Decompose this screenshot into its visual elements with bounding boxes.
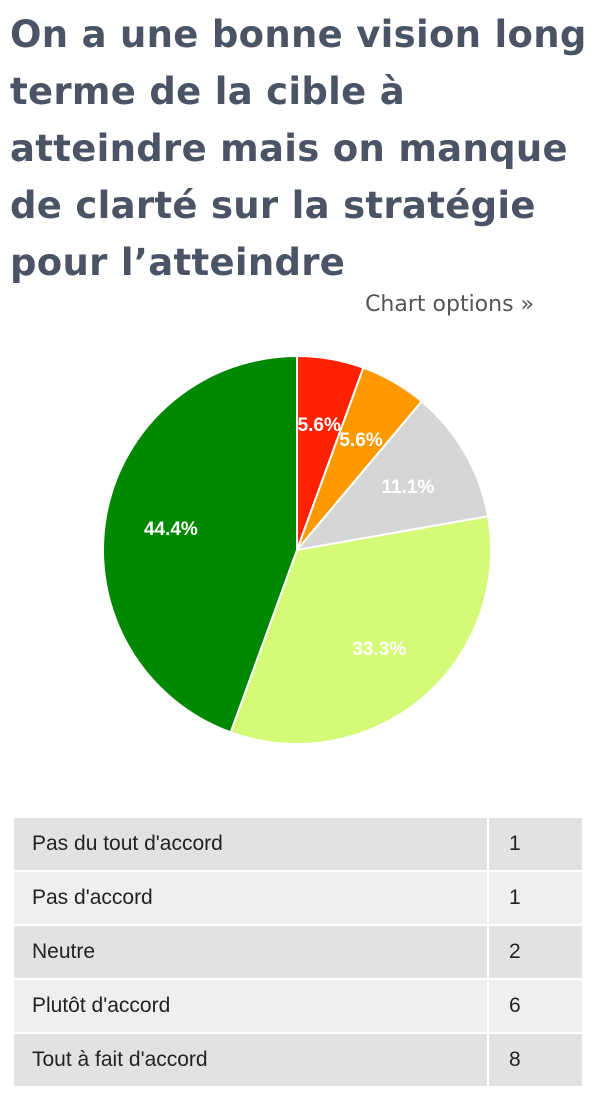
pie-slice	[229, 515, 492, 745]
slice-percent-label: 11.1%	[381, 477, 434, 498]
row-label: Pas du tout d'accord	[12, 816, 489, 872]
row-count: 1	[487, 816, 584, 872]
row-count: 8	[487, 1032, 584, 1088]
row-label: Plutôt d'accord	[12, 978, 489, 1034]
row-label: Tout à fait d'accord	[12, 1032, 489, 1088]
row-label: Neutre	[12, 924, 489, 980]
table-row: Neutre 2	[12, 924, 584, 980]
slice-percent-label: 5.6%	[298, 415, 341, 436]
pie-slice	[294, 399, 490, 552]
pie-slice	[102, 354, 298, 734]
row-count: 2	[487, 924, 584, 980]
row-count: 1	[487, 870, 584, 926]
table-row: Tout à fait d'accord 8	[12, 1032, 584, 1088]
chart-title: On a une bonne vision long terme de la c…	[10, 13, 587, 284]
slice-percent-label: 44.4%	[144, 519, 198, 540]
pie-chart: 5.6%5.6% 11.1% 33.3% 44.4%	[102, 354, 492, 745]
slice-percent-label: 5.6%	[339, 430, 382, 451]
row-count: 6	[487, 978, 584, 1034]
row-label: Pas d'accord	[12, 870, 489, 926]
data-table: Pas du tout d'accord 1 Pas d'accord 1 Ne…	[12, 816, 584, 1088]
table-row: Plutôt d'accord 6	[12, 978, 584, 1034]
table-row: Pas du tout d'accord 1	[12, 816, 584, 872]
slice-percent-label: 33.3%	[352, 639, 406, 660]
chart-options-link[interactable]: Chart options »	[365, 292, 534, 317]
table-row: Pas d'accord 1	[12, 870, 584, 926]
